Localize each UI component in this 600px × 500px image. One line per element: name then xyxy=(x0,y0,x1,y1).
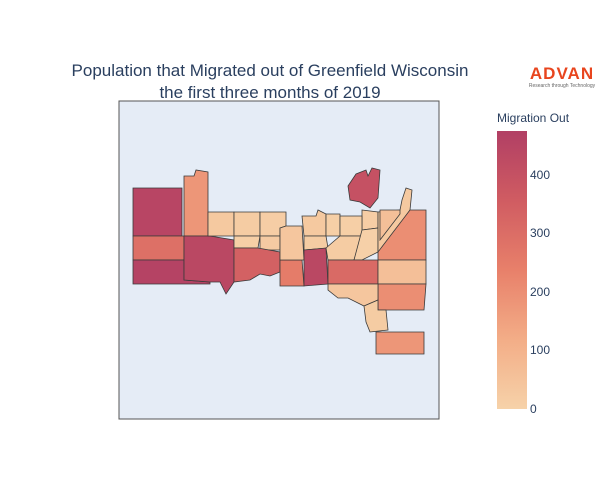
region-top-2[interactable] xyxy=(233,211,261,237)
region-nw-strip[interactable] xyxy=(183,169,209,237)
region-c-1[interactable] xyxy=(279,225,305,261)
region-center-red[interactable] xyxy=(233,247,281,283)
region-mid-2[interactable] xyxy=(259,235,281,251)
colorbar-title: Migration Out xyxy=(497,111,570,125)
logo-brand: ADVAN xyxy=(529,64,595,83)
region-center-small[interactable] xyxy=(279,259,305,287)
region-east-red[interactable] xyxy=(327,259,379,285)
colorbar-tick-label: 400 xyxy=(530,167,551,182)
region-south-2[interactable] xyxy=(363,299,389,333)
region-nw-tall[interactable] xyxy=(132,187,183,237)
region-east-light[interactable] xyxy=(377,259,427,285)
colorbar-tick-label: 100 xyxy=(530,343,551,358)
region-top-1[interactable] xyxy=(207,211,235,237)
region-c-4[interactable] xyxy=(325,213,341,237)
region-east-4[interactable] xyxy=(353,227,379,261)
region-mid-1[interactable] xyxy=(233,235,261,249)
region-east-2[interactable] xyxy=(339,215,363,237)
region-w-mid[interactable] xyxy=(132,235,185,261)
title-line-1: Population that Migrated out of Greenfie… xyxy=(71,61,469,80)
colorbar-tick-label: 0 xyxy=(530,402,537,416)
logo-tagline: Research through Technology xyxy=(528,83,596,89)
chart-title: Population that Migrated out of Greenfie… xyxy=(20,60,520,104)
regions-layer xyxy=(132,167,427,355)
region-south-1[interactable] xyxy=(327,283,379,307)
region-east-1[interactable] xyxy=(361,209,379,231)
title-line-2: the first three months of 2019 xyxy=(159,83,381,102)
region-east-orange-2[interactable] xyxy=(377,283,427,311)
region-west-center[interactable] xyxy=(183,235,235,295)
region-ne-island[interactable] xyxy=(347,167,381,209)
colorbar-gradient xyxy=(497,131,527,409)
colorbar-tick-label: 300 xyxy=(530,226,551,241)
region-center-dark[interactable] xyxy=(303,247,329,287)
region-east-6[interactable] xyxy=(379,209,401,242)
colorbar-tick-label: 200 xyxy=(530,284,551,299)
advan-logo: ADVAN Research through Technology xyxy=(528,64,596,90)
region-south-bottom[interactable] xyxy=(375,331,425,355)
